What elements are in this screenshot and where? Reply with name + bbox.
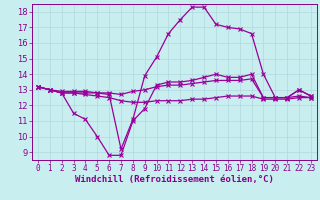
X-axis label: Windchill (Refroidissement éolien,°C): Windchill (Refroidissement éolien,°C) [75,175,274,184]
